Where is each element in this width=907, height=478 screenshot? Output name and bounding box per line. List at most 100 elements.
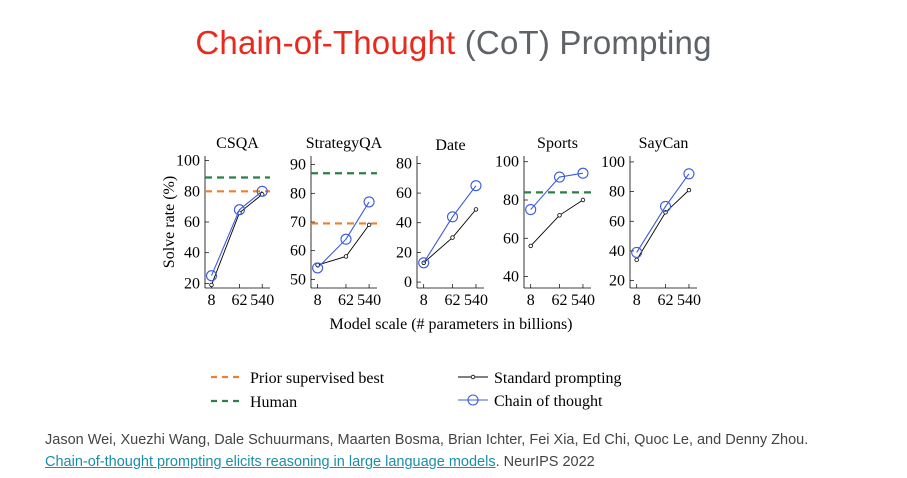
x-tick-label: 8 (208, 292, 216, 309)
y-tick-label: 40 (184, 245, 200, 262)
cot-series-line (317, 201, 370, 269)
citation-authors: Jason Wei, Xuezhi Wang, Dale Schuurmans,… (45, 432, 809, 448)
panel-title: StrategyQA (306, 135, 383, 152)
legend: Prior supervised best Human Standard promp… (211, 370, 622, 411)
cot-point (256, 185, 268, 197)
y-tick-label: 60 (290, 243, 306, 260)
y-tick-label: 80 (290, 185, 306, 202)
title-rest: (CoT) Prompting (455, 24, 712, 61)
standard-point (634, 257, 639, 263)
y-tick-label: 90 (290, 157, 306, 174)
panel-title: SayCan (639, 135, 689, 152)
y-tick-label: 40 (503, 269, 519, 286)
legend-cot-marker (467, 394, 479, 406)
y-axis-label: Solve rate (%) (161, 176, 178, 268)
y-tick-label: 60 (503, 230, 519, 247)
x-tick-label: 62 (552, 292, 568, 309)
cot-point (363, 196, 375, 208)
y-tick-label: 100 (495, 154, 519, 171)
panel-saycan: SayCan 20 40 60 80 100 8 62 540 (601, 135, 701, 309)
standard-point (473, 207, 479, 212)
cot-point (577, 167, 589, 179)
panel-csqa: CSQA 20 40 60 80 100 8 62 540 (176, 135, 274, 309)
standard-point (366, 222, 372, 228)
x-tick-label: 540 (357, 292, 381, 309)
cot-point (470, 180, 482, 192)
citation: Jason Wei, Xuezhi Wang, Dale Schuurmans,… (45, 429, 895, 473)
standard-point (209, 282, 214, 288)
legend-standard-label: Standard prompting (494, 370, 622, 387)
panel-strategyqa: StrategyQA 50 60 70 80 90 8 62 540 (290, 135, 383, 309)
x-tick-label: 62 (445, 292, 461, 309)
cot-point (418, 257, 430, 269)
x-tick-label: 540 (250, 292, 274, 309)
slide-title: Chain-of-Thought (CoT) Prompting (0, 24, 907, 62)
standard-series-line (423, 209, 477, 264)
y-tick-label: 80 (184, 183, 200, 200)
cot-point (525, 204, 537, 216)
title-highlight: Chain-of-Thought (195, 24, 456, 61)
cot-point (312, 262, 324, 274)
x-tick-label: 62 (658, 292, 674, 309)
cot-point (683, 168, 695, 180)
cot-series-line (423, 185, 477, 264)
panel-title: CSQA (216, 135, 259, 152)
panel-date: Date 0 20 40 60 80 8 62 540 (396, 137, 488, 309)
y-tick-label: 60 (609, 213, 625, 230)
y-tick-label: 80 (503, 192, 519, 209)
x-tick-label: 62 (338, 292, 354, 309)
cot-series-line (636, 173, 690, 253)
cot-point (340, 233, 352, 245)
legend-standard-marker (470, 374, 476, 380)
standard-series-line (636, 189, 690, 261)
y-tick-label: 100 (176, 153, 200, 170)
citation-reference: Chain-of-thought prompting elicits reaso… (45, 451, 895, 473)
cot-point (631, 246, 643, 258)
standard-point (343, 254, 349, 259)
legend-human-label: Human (250, 394, 297, 411)
paper-link[interactable]: Chain-of-thought prompting elicits reaso… (45, 454, 496, 470)
y-tick-label: 20 (396, 244, 412, 261)
panel-sports: Sports 40 60 80 100 8 62 540 (495, 135, 595, 309)
cot-series-line (210, 190, 263, 276)
standard-point (528, 243, 533, 249)
x-tick-label: 540 (464, 292, 488, 309)
standard-point (557, 213, 562, 218)
standard-point (686, 187, 692, 193)
y-tick-label: 60 (184, 214, 200, 231)
cot-point (233, 204, 245, 216)
x-tick-label: 8 (527, 292, 535, 309)
y-tick-label: 80 (609, 184, 625, 201)
y-tick-label: 80 (396, 155, 412, 172)
panel-title: Date (435, 137, 465, 154)
standard-series-line (317, 224, 370, 266)
legend-cot-label: Chain of thought (494, 393, 603, 410)
cot-point (659, 200, 672, 212)
y-tick-label: 100 (601, 154, 625, 171)
panel-title: Sports (537, 135, 578, 152)
y-tick-label: 40 (396, 215, 412, 232)
x-tick-label: 62 (231, 292, 247, 309)
y-tick-label: 0 (404, 274, 412, 291)
y-tick-label: 40 (609, 243, 625, 260)
y-tick-label: 50 (290, 271, 306, 288)
y-tick-label: 20 (609, 273, 625, 290)
y-tick-label: 20 (184, 275, 200, 292)
x-axis-label: Model scale (# parameters in billions) (329, 316, 572, 333)
standard-point (580, 197, 586, 203)
y-tick-label: 60 (396, 185, 412, 202)
standard-series-line (211, 194, 263, 286)
x-tick-label: 8 (314, 292, 322, 309)
cot-point (205, 270, 218, 282)
x-tick-label: 540 (677, 292, 701, 309)
x-tick-label: 8 (420, 292, 428, 309)
citation-venue: . NeurIPS 2022 (495, 454, 595, 470)
cot-point (553, 171, 566, 183)
standard-point (450, 235, 455, 240)
cot-point (446, 211, 459, 223)
y-tick-label: 70 (290, 214, 306, 231)
cot-series-line (530, 172, 584, 210)
legend-prior-best-label: Prior supervised best (250, 370, 385, 387)
standard-series-line (530, 199, 584, 247)
